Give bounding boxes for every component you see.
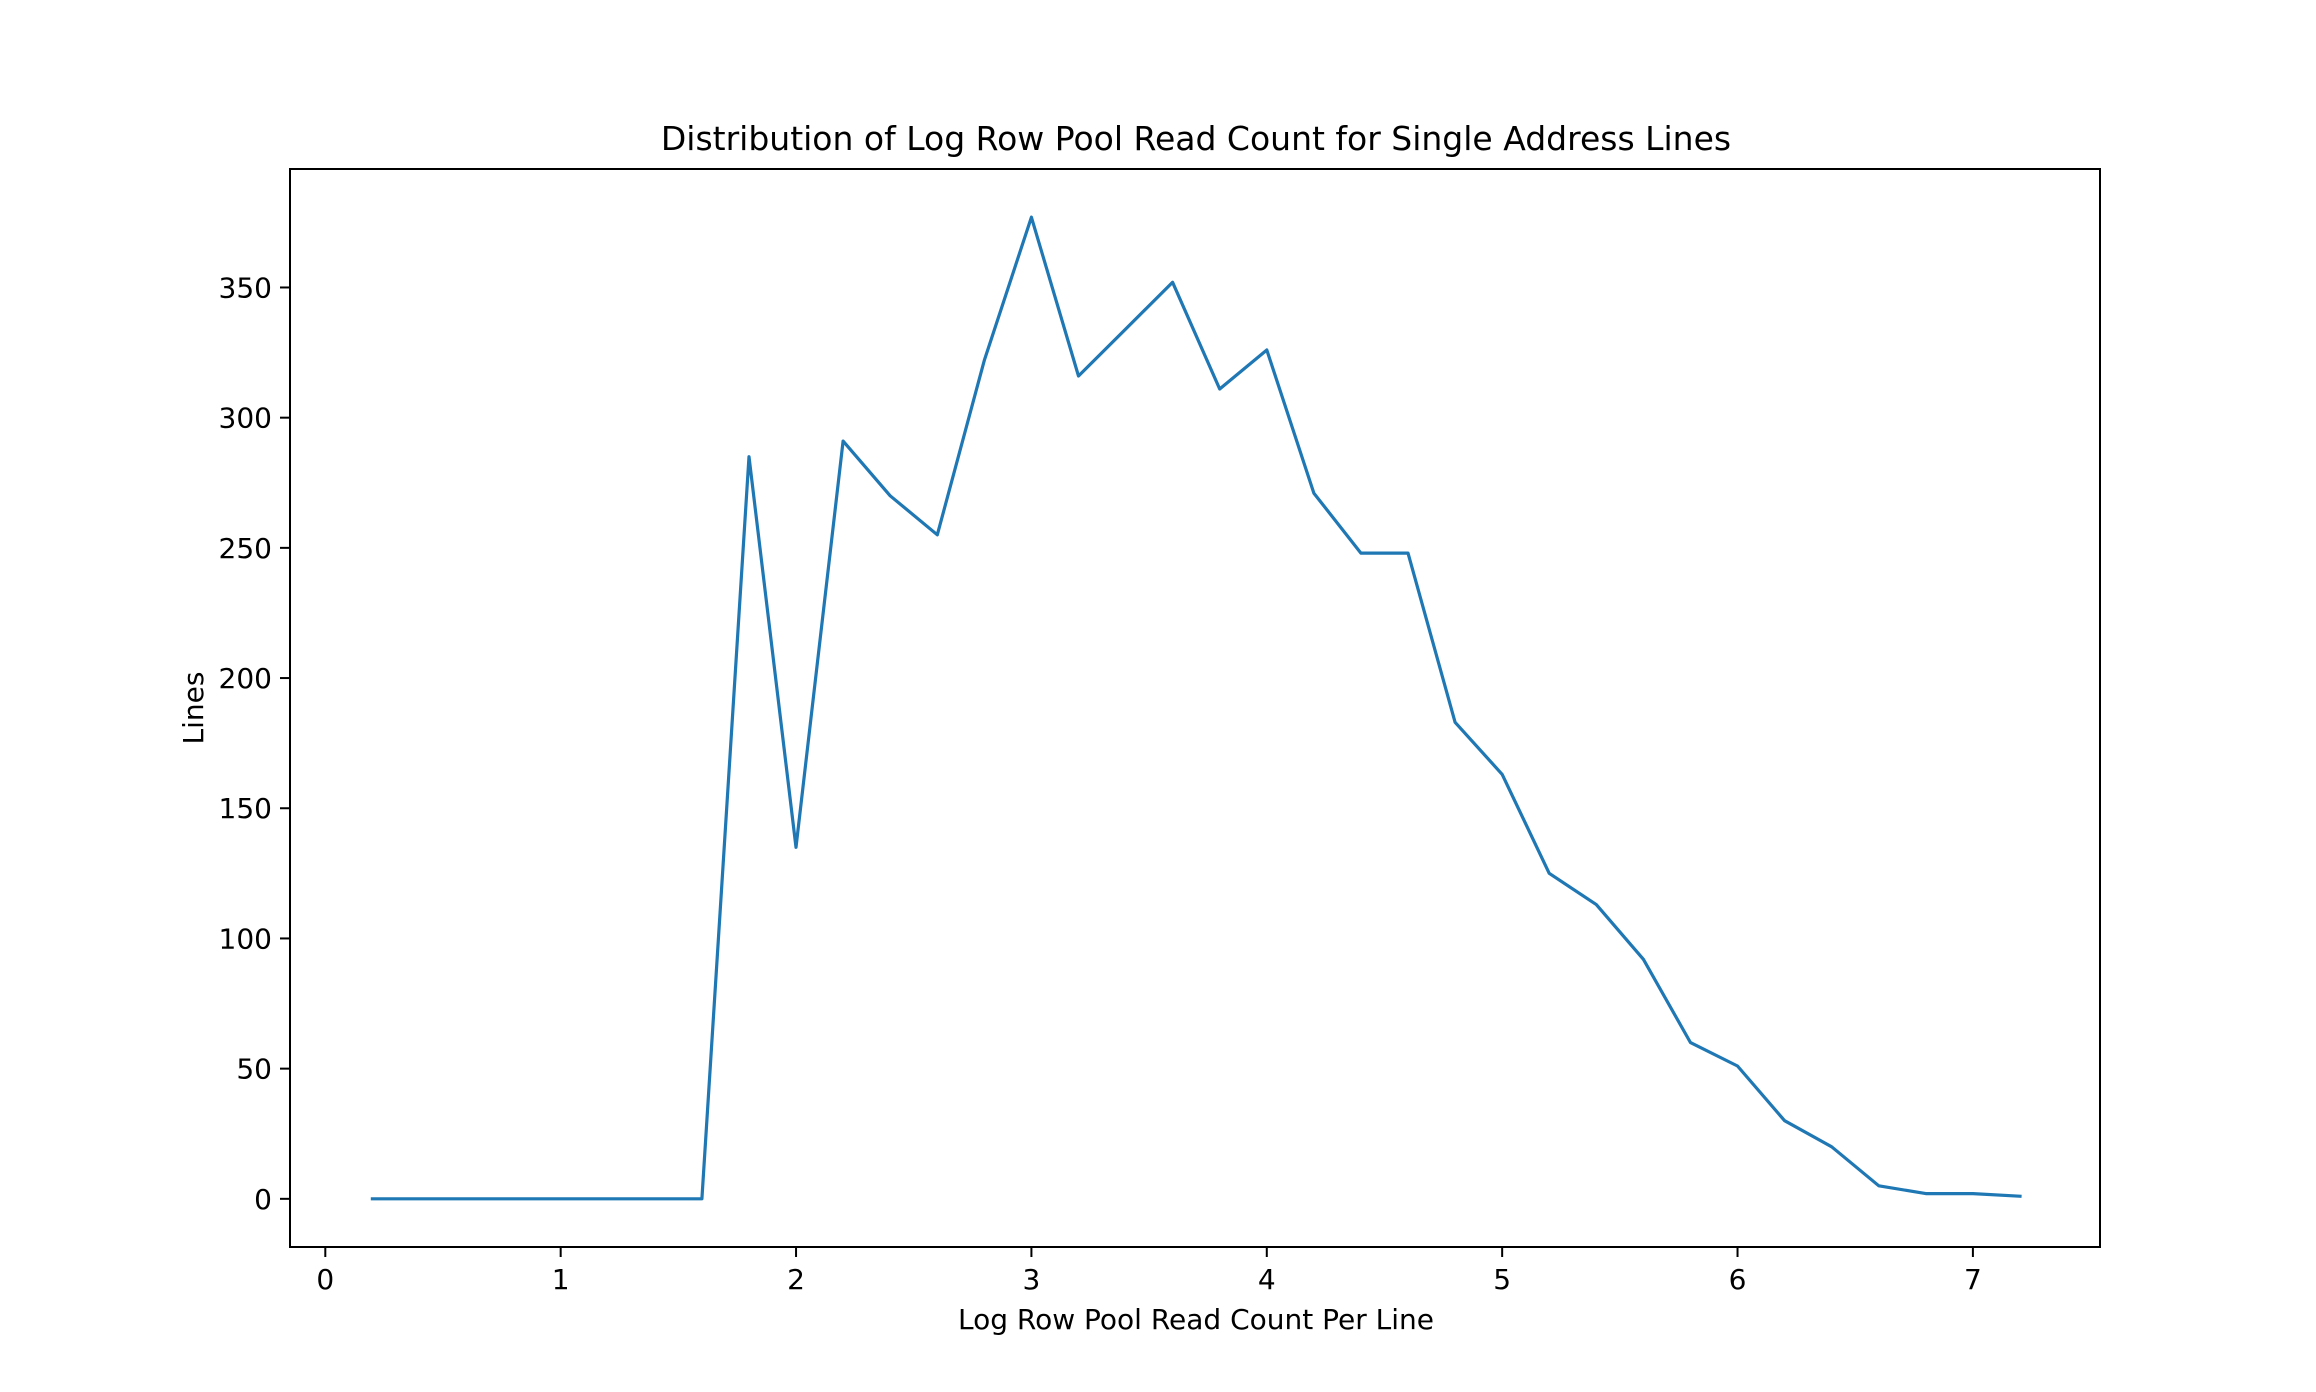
y-axis-label: Lines — [177, 672, 210, 745]
x-tick-label: 1 — [552, 1263, 570, 1296]
y-tick-label: 100 — [219, 922, 272, 955]
x-tick-label: 5 — [1493, 1263, 1511, 1296]
y-tick-label: 50 — [236, 1053, 272, 1086]
y-tick-label: 0 — [254, 1183, 272, 1216]
y-tick-label: 150 — [219, 792, 272, 825]
x-tick-label: 6 — [1729, 1263, 1747, 1296]
y-tick-label: 200 — [219, 662, 272, 695]
chart-title: Distribution of Log Row Pool Read Count … — [661, 119, 1731, 158]
x-tick-label: 2 — [787, 1263, 805, 1296]
x-tick-label: 3 — [1023, 1263, 1041, 1296]
x-tick-label: 0 — [316, 1263, 334, 1296]
y-tick-label: 350 — [219, 271, 272, 304]
x-axis-label: Log Row Pool Read Count Per Line — [958, 1303, 1434, 1336]
x-tick-label: 7 — [1964, 1263, 1982, 1296]
y-tick-label: 300 — [219, 402, 272, 435]
y-tick-label: 250 — [219, 532, 272, 565]
x-tick-label: 4 — [1258, 1263, 1276, 1296]
